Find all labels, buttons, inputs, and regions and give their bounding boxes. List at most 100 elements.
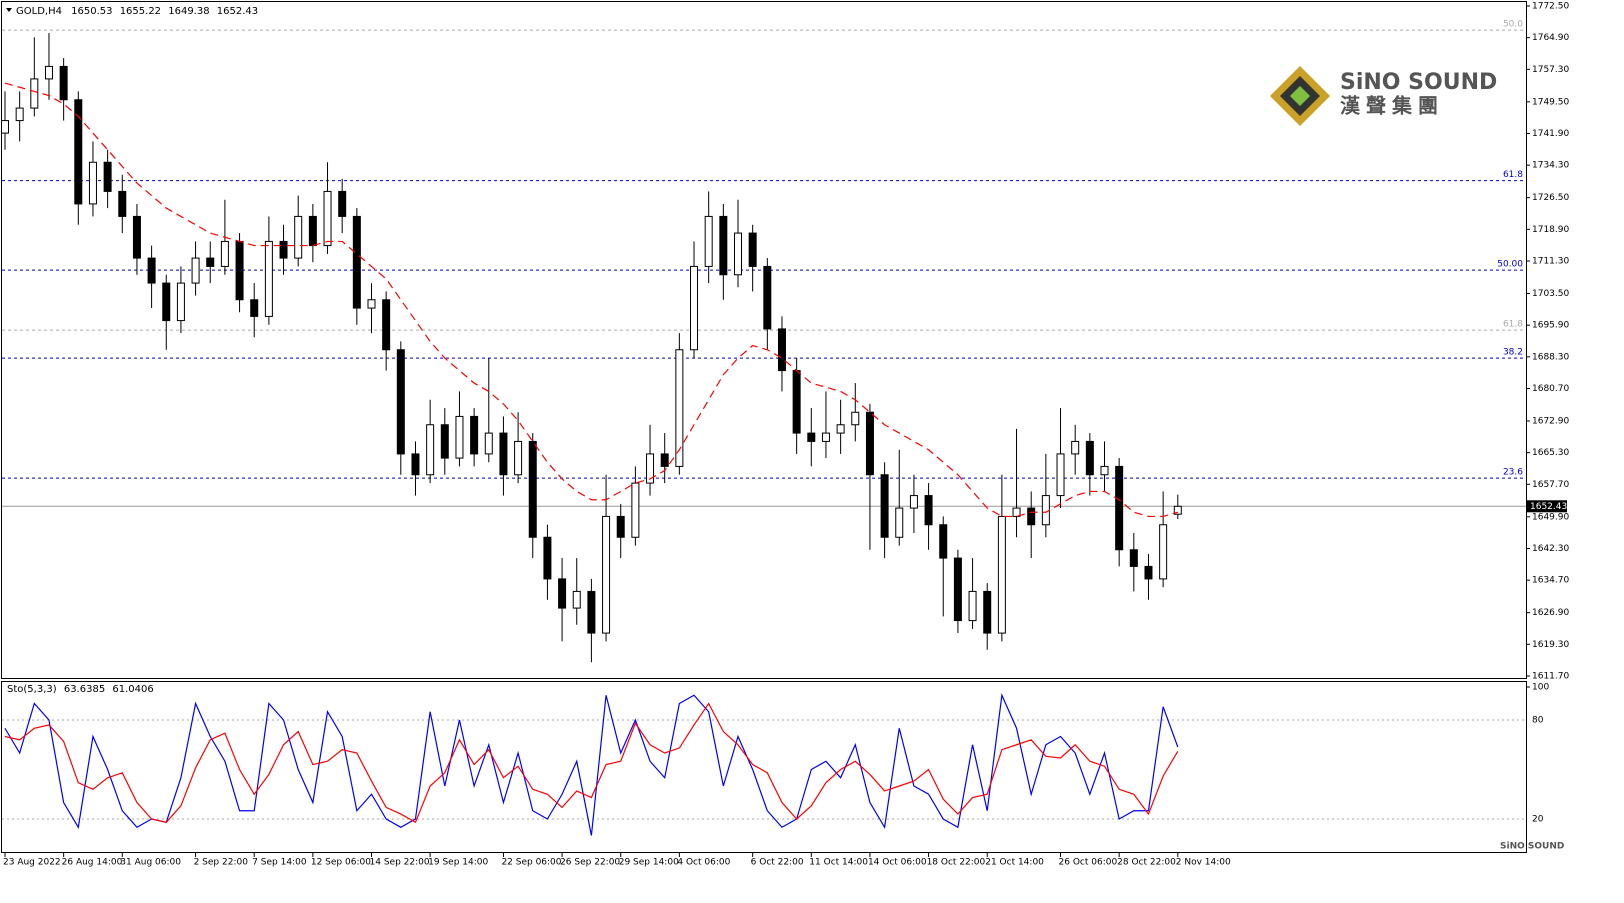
candle-body xyxy=(15,107,24,122)
candle-body xyxy=(308,215,317,247)
candle-body xyxy=(250,299,259,317)
candle-body xyxy=(777,328,786,372)
candle-body xyxy=(44,65,53,80)
candle-body xyxy=(206,257,215,267)
candle-body xyxy=(1,120,9,134)
small-logo: SiNO SOUND xyxy=(1500,842,1564,852)
candle-body xyxy=(484,432,493,455)
candle-body xyxy=(909,495,918,509)
y-tick-label: 1757.30 xyxy=(1532,65,1569,75)
candle-body xyxy=(367,299,376,309)
candle-body xyxy=(235,240,244,301)
candle-body xyxy=(572,590,581,609)
logo-core xyxy=(1290,86,1310,106)
sub-y-tick-label: 80 xyxy=(1532,716,1544,726)
y-tick-label: 1741.90 xyxy=(1532,129,1569,139)
level-label: 50.0 xyxy=(1503,20,1523,30)
candle-body xyxy=(426,424,435,476)
y-tick-label: 1749.50 xyxy=(1532,97,1569,107)
high: 1655.22 xyxy=(120,6,161,17)
x-tick-label: 28 Oct 22:00 xyxy=(1117,858,1176,868)
candle-body xyxy=(176,282,185,322)
candle-body xyxy=(719,215,728,276)
y-tick-label: 1726.50 xyxy=(1532,193,1569,203)
candle-body xyxy=(543,536,552,580)
level-label: 61.8 xyxy=(1503,170,1523,180)
y-tick-label: 1657.70 xyxy=(1532,480,1569,490)
candle-body xyxy=(558,578,567,609)
y-tick-label: 1688.30 xyxy=(1532,352,1569,362)
sub-frame xyxy=(1,681,1527,853)
x-tick-label: 26 Sep 22:00 xyxy=(560,858,620,868)
y-tick-label: 1619.30 xyxy=(1532,640,1569,650)
candle-body xyxy=(1159,524,1168,580)
x-tick-label: 14 Sep 22:00 xyxy=(370,858,430,868)
y-tick-label: 1649.90 xyxy=(1532,512,1569,522)
candle-body xyxy=(352,215,361,309)
candle-body xyxy=(924,495,933,526)
candle-body xyxy=(587,590,596,634)
moving-average xyxy=(4,82,1178,518)
candle-body xyxy=(279,240,288,259)
candle-body xyxy=(704,215,713,267)
chart-header: GOLD,H4 1650.53 1655.22 1649.38 1652.43 xyxy=(16,6,258,17)
candle-body xyxy=(440,424,449,459)
candle-body xyxy=(895,507,904,538)
candle-body xyxy=(1173,505,1182,515)
candle-body xyxy=(939,524,948,559)
candle-body xyxy=(792,370,801,434)
candle-body xyxy=(528,440,537,538)
candle-body xyxy=(323,190,332,247)
sub-y-tick-label: 20 xyxy=(1532,815,1544,825)
candle-body xyxy=(763,265,772,330)
x-tick-label: 31 Aug 06:00 xyxy=(120,858,181,868)
main-value: 63.6385 xyxy=(64,684,105,695)
x-tick-label: 2 Nov 14:00 xyxy=(1176,858,1231,868)
candle-body xyxy=(1056,453,1065,497)
candle-body xyxy=(807,432,816,442)
candle-body xyxy=(470,415,479,455)
indicator-header: Sto(5,3,3) 63.6385 61.0406 xyxy=(7,684,154,695)
x-tick-label: 7 Sep 14:00 xyxy=(252,858,307,868)
menu-arrow[interactable] xyxy=(6,8,12,12)
sub-y-tick-label: 100 xyxy=(1532,683,1549,693)
candle-body xyxy=(616,515,625,538)
candle-body xyxy=(1071,440,1080,455)
candle-body xyxy=(748,232,757,267)
logo-subtitle: 漢聲集團 xyxy=(1340,94,1444,118)
candle-body xyxy=(865,411,874,476)
candle-body xyxy=(631,482,640,538)
level-label: 61.8 xyxy=(1503,320,1523,330)
y-tick-label: 1634.70 xyxy=(1532,576,1569,586)
candle-body xyxy=(162,282,171,322)
candle-body xyxy=(396,349,405,455)
candle-body xyxy=(1115,465,1124,551)
main-frame xyxy=(1,1,1527,679)
y-tick-label: 1734.30 xyxy=(1532,161,1569,171)
x-tick-label: 29 Sep 14:00 xyxy=(619,858,679,868)
y-tick-label: 1703.50 xyxy=(1532,289,1569,299)
x-tick-label: 11 Oct 14:00 xyxy=(809,858,868,868)
signal-value: 61.0406 xyxy=(112,684,153,695)
candle-body xyxy=(74,99,83,205)
candle-body xyxy=(264,240,273,317)
oscillator-line xyxy=(4,693,1179,836)
candle-body xyxy=(1027,507,1036,526)
candle-body xyxy=(660,453,669,467)
watermark: SiNO SOUND 漢聲集團 SiNO SOUND xyxy=(1270,66,1564,852)
x-tick-label: 23 Aug 2022 xyxy=(3,858,61,868)
candle-body xyxy=(294,215,303,259)
candle-body xyxy=(30,78,39,109)
candle-body xyxy=(983,590,992,634)
candle-body xyxy=(1100,465,1109,476)
y-tick-label: 1642.30 xyxy=(1532,544,1569,554)
y-tick-label: 1672.90 xyxy=(1532,417,1569,427)
candle-body xyxy=(103,161,112,192)
y-tick-label: 1626.90 xyxy=(1532,608,1569,618)
candle-body xyxy=(1012,507,1021,517)
candle-body xyxy=(997,515,1006,634)
candle-body xyxy=(220,240,229,267)
candle-body xyxy=(1129,549,1138,567)
